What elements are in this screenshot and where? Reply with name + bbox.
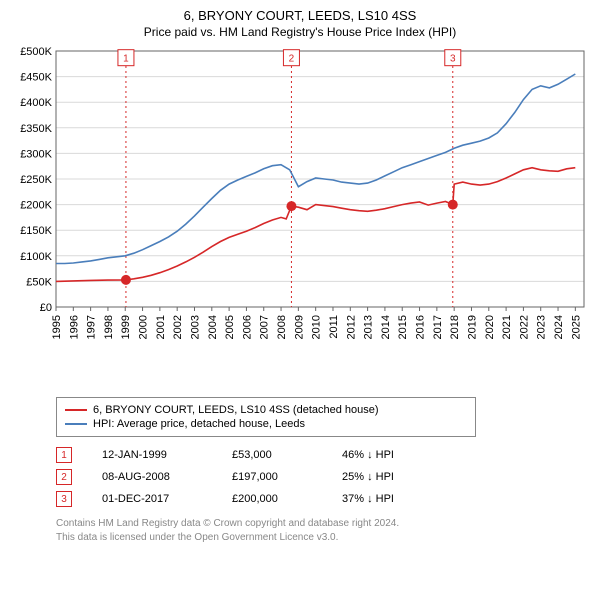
x-tick-label: 2009 (293, 315, 305, 339)
x-tick-label: 2023 (536, 315, 548, 339)
sale-badge-number: 2 (289, 54, 295, 65)
footer-line-2: This data is licensed under the Open Gov… (56, 531, 592, 545)
x-tick-label: 2002 (172, 315, 184, 339)
x-tick-label: 2014 (380, 315, 392, 339)
legend-row: 6, BRYONY COURT, LEEDS, LS10 4SS (detach… (65, 404, 467, 416)
sales-table: 1 12-JAN-1999 £53,000 46% ↓ HPI 2 08-AUG-2008… (56, 447, 592, 507)
sale-row-date: 01-DEC-2017 (102, 493, 202, 505)
chart-title-line1: 6, BRYONY COURT, LEEDS, LS10 4SS (8, 8, 592, 23)
x-tick-label: 2024 (553, 315, 565, 339)
x-tick-label: 2011 (328, 315, 340, 339)
y-tick-label: £150K (20, 225, 52, 237)
chart-area: £0 £50K £100K £150K £200K £250K £300K £350K £400… (8, 47, 592, 367)
x-tick-label: 2021 (501, 315, 513, 339)
x-tick-label: 1998 (103, 315, 115, 339)
legend-label: 6, BRYONY COURT, LEEDS, LS10 4SS (detach… (93, 404, 379, 416)
x-tick-label: 1995 (51, 315, 63, 339)
x-tick-label: 2005 (224, 315, 236, 339)
sale-row-date: 12-JAN-1999 (102, 449, 202, 461)
x-tick-label: 1999 (120, 315, 132, 339)
sale-row-price: £53,000 (232, 449, 312, 461)
chart-title-line2: Price paid vs. HM Land Registry's House … (8, 25, 592, 39)
figure-root: 6, BRYONY COURT, LEEDS, LS10 4SS Price p… (0, 0, 600, 552)
sale-row-price: £197,000 (232, 471, 312, 483)
x-tick-label: 2006 (241, 315, 253, 339)
y-tick-label: £200K (20, 200, 52, 212)
sale-row-price: £200,000 (232, 493, 312, 505)
x-tick-label: 2004 (207, 315, 219, 339)
sale-row-badge: 3 (56, 491, 72, 507)
sale-row-delta: 37% ↓ HPI (342, 493, 394, 505)
x-tick-label: 2000 (138, 315, 150, 339)
y-tick-label: £350K (20, 123, 52, 135)
x-tick-label: 2010 (311, 315, 323, 339)
x-tick-label: 2015 (397, 315, 409, 339)
sale-marker-dot (286, 201, 296, 211)
x-tick-label: 2022 (518, 315, 530, 339)
x-tick-label: 1996 (68, 315, 80, 339)
sale-badge-number: 1 (123, 54, 129, 65)
x-tick-label: 2020 (484, 315, 496, 339)
x-tick-label: 2003 (189, 315, 201, 339)
x-tick-label: 2007 (259, 315, 271, 339)
legend: 6, BRYONY COURT, LEEDS, LS10 4SS (detach… (56, 397, 476, 437)
legend-label: HPI: Average price, detached house, Leed… (93, 418, 305, 430)
y-tick-label: £500K (20, 47, 52, 58)
sale-row: 1 12-JAN-1999 £53,000 46% ↓ HPI (56, 447, 592, 463)
y-tick-label: £100K (20, 251, 52, 263)
chart-svg: £0 £50K £100K £150K £200K £250K £300K £350K £400… (8, 47, 592, 367)
sale-row: 3 01-DEC-2017 £200,000 37% ↓ HPI (56, 491, 592, 507)
footer-line-1: Contains HM Land Registry data © Crown c… (56, 517, 592, 531)
x-tick-label: 2019 (466, 315, 478, 339)
x-tick-label: 2013 (363, 315, 375, 339)
sale-badge-number: 3 (450, 54, 456, 65)
legend-swatch (65, 409, 87, 411)
y-tick-label: £0 (40, 302, 52, 314)
x-tick-label: 2012 (345, 315, 357, 339)
x-tick-label: 2025 (570, 315, 582, 339)
x-tick-label: 2008 (276, 315, 288, 339)
y-tick-label: £50K (26, 276, 52, 288)
x-tick-label: 1997 (86, 315, 98, 339)
y-tick-label: £450K (20, 72, 52, 84)
y-tick-label: £300K (20, 148, 52, 160)
attribution-footer: Contains HM Land Registry data © Crown c… (56, 517, 592, 544)
sale-row-delta: 25% ↓ HPI (342, 471, 394, 483)
x-tick-label: 2017 (432, 315, 444, 339)
sale-row-date: 08-AUG-2008 (102, 471, 202, 483)
sale-row-badge: 1 (56, 447, 72, 463)
y-tick-label: £400K (20, 97, 52, 109)
sale-row: 2 08-AUG-2008 £197,000 25% ↓ HPI (56, 469, 592, 485)
legend-row: HPI: Average price, detached house, Leed… (65, 418, 467, 430)
sale-marker-dot (448, 200, 458, 210)
x-tick-label: 2018 (449, 315, 461, 339)
sale-row-badge: 2 (56, 469, 72, 485)
sale-marker-dot (121, 275, 131, 285)
legend-swatch (65, 423, 87, 425)
x-tick-label: 2001 (155, 315, 167, 339)
sale-row-delta: 46% ↓ HPI (342, 449, 394, 461)
x-tick-label: 2016 (415, 315, 427, 339)
y-tick-label: £250K (20, 174, 52, 186)
